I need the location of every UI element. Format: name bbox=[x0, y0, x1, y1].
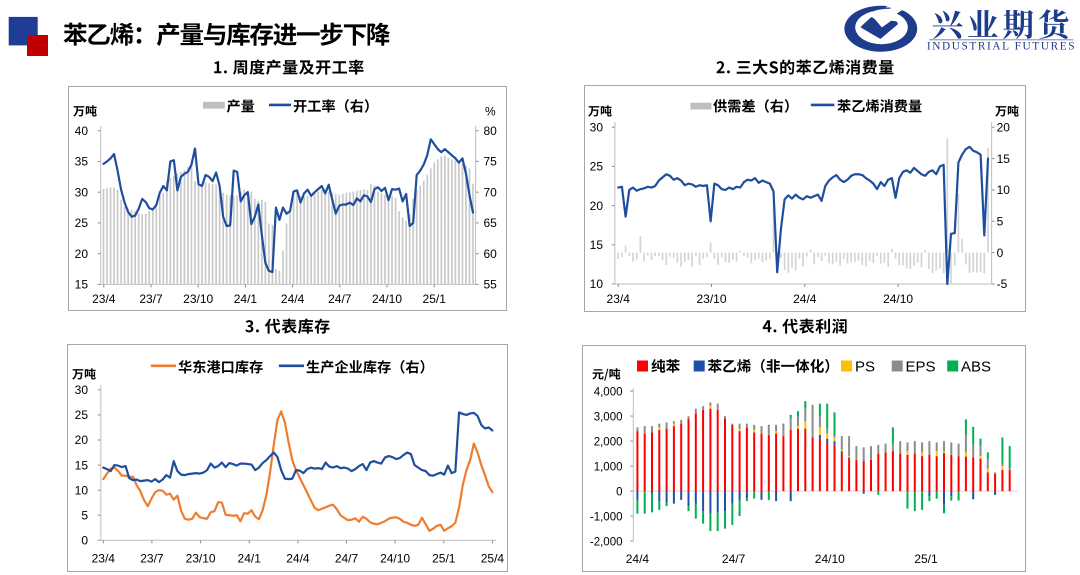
svg-text:25/1: 25/1 bbox=[914, 552, 938, 566]
svg-text:25: 25 bbox=[75, 408, 89, 422]
svg-text:25/1: 25/1 bbox=[432, 551, 456, 565]
svg-text:20: 20 bbox=[997, 120, 1011, 134]
svg-text:24/1: 24/1 bbox=[234, 292, 258, 306]
svg-text:24/10: 24/10 bbox=[883, 292, 913, 306]
svg-text:24/4: 24/4 bbox=[626, 552, 650, 566]
svg-text:35: 35 bbox=[75, 155, 89, 169]
svg-text:24/4: 24/4 bbox=[793, 292, 817, 306]
svg-text:23/10: 23/10 bbox=[183, 292, 213, 306]
svg-text:24/10: 24/10 bbox=[372, 292, 402, 306]
svg-text:-5: -5 bbox=[997, 277, 1008, 291]
svg-text:40: 40 bbox=[75, 124, 89, 138]
svg-text:-1,000: -1,000 bbox=[590, 511, 623, 523]
svg-text:23/4: 23/4 bbox=[92, 551, 116, 565]
svg-text:24/7: 24/7 bbox=[328, 292, 352, 306]
svg-text:EPS: EPS bbox=[906, 359, 936, 376]
svg-text:10: 10 bbox=[997, 183, 1011, 197]
svg-text:15: 15 bbox=[590, 238, 604, 252]
svg-text:-2,000: -2,000 bbox=[590, 536, 623, 548]
svg-text:80: 80 bbox=[484, 124, 498, 138]
svg-text:15: 15 bbox=[75, 458, 89, 472]
svg-text:3,000: 3,000 bbox=[594, 411, 623, 423]
svg-text:75: 75 bbox=[484, 155, 498, 169]
svg-text:24/4: 24/4 bbox=[286, 551, 310, 565]
svg-text:5: 5 bbox=[81, 508, 88, 522]
svg-text:30: 30 bbox=[75, 383, 89, 397]
svg-text:30: 30 bbox=[75, 185, 89, 199]
svg-text:1,000: 1,000 bbox=[594, 461, 623, 473]
svg-text:55: 55 bbox=[484, 278, 498, 292]
svg-text:15: 15 bbox=[997, 152, 1011, 166]
svg-text:25/4: 25/4 bbox=[481, 551, 505, 565]
svg-text:0: 0 bbox=[616, 486, 622, 498]
svg-text:20: 20 bbox=[75, 433, 89, 447]
svg-text:PS: PS bbox=[855, 359, 875, 376]
svg-text:4,000: 4,000 bbox=[594, 386, 623, 398]
svg-text:30: 30 bbox=[590, 120, 604, 134]
svg-text:20: 20 bbox=[75, 247, 89, 261]
svg-text:23/10: 23/10 bbox=[696, 292, 726, 306]
svg-text:0: 0 bbox=[81, 534, 88, 548]
svg-text:15: 15 bbox=[75, 278, 89, 292]
svg-text:24/10: 24/10 bbox=[380, 551, 410, 565]
svg-text:23/4: 23/4 bbox=[92, 292, 116, 306]
svg-text:10: 10 bbox=[75, 483, 89, 497]
svg-text:INDUSTRIAL FUTURES: INDUSTRIAL FUTURES bbox=[927, 41, 1076, 53]
svg-text:10: 10 bbox=[590, 277, 604, 291]
svg-text:70: 70 bbox=[484, 185, 498, 199]
svg-text:2,000: 2,000 bbox=[594, 436, 623, 448]
svg-text:25: 25 bbox=[590, 160, 604, 174]
svg-text:65: 65 bbox=[484, 216, 498, 230]
svg-text:60: 60 bbox=[484, 247, 498, 261]
svg-text:24/10: 24/10 bbox=[815, 552, 845, 566]
svg-text:24/4: 24/4 bbox=[281, 292, 305, 306]
svg-text:0: 0 bbox=[997, 246, 1004, 260]
svg-text:24/7: 24/7 bbox=[722, 552, 746, 566]
svg-text:23/4: 23/4 bbox=[607, 292, 631, 306]
svg-text:24/7: 24/7 bbox=[335, 551, 359, 565]
svg-text:23/7: 23/7 bbox=[139, 292, 163, 306]
svg-text:25: 25 bbox=[75, 216, 89, 230]
svg-text:23/10: 23/10 bbox=[186, 551, 216, 565]
svg-text:20: 20 bbox=[590, 199, 604, 213]
svg-text:24/1: 24/1 bbox=[238, 551, 262, 565]
svg-text:ABS: ABS bbox=[961, 359, 991, 376]
svg-text:5: 5 bbox=[997, 215, 1004, 229]
svg-text:%: % bbox=[485, 105, 496, 119]
svg-text:25/1: 25/1 bbox=[423, 292, 447, 306]
svg-text:23/7: 23/7 bbox=[140, 551, 164, 565]
